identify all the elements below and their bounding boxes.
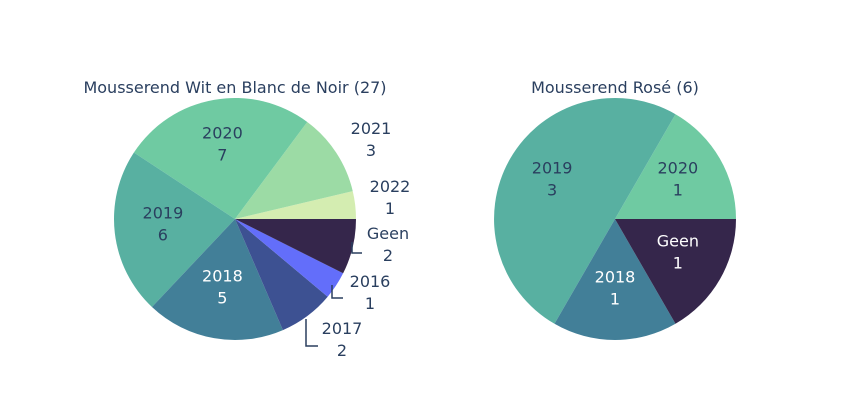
slice-value-2017: 2 (337, 341, 347, 360)
slice-value-2022: 1 (385, 199, 395, 218)
pie-slice-2021[interactable] (235, 121, 353, 219)
pie-slice-2017[interactable] (235, 219, 328, 331)
slice-label-2018: 2018 (202, 266, 243, 285)
pie-slice-2022[interactable] (235, 191, 356, 219)
slice-label-geen: Geen (657, 231, 699, 250)
leader-line-geen (351, 242, 362, 254)
leader-line-2016 (331, 285, 343, 299)
pie-slice-2016[interactable] (235, 219, 344, 297)
pie-left: 2022 1 2021 3 2020 7 2019 6 2018 5 2017 2 2016 1 Geen 2 (113, 97, 411, 360)
chart-title-right: Mousserend Rosé (6) (531, 78, 699, 97)
pie-slice-2018[interactable] (554, 219, 676, 340)
slice-value-2019: 6 (158, 225, 168, 244)
pie-right: 2020 1 2019 3 2018 1 Geen 1 (494, 98, 736, 340)
slice-label-2019: 2019 (143, 203, 184, 222)
pie-slice-2020[interactable] (615, 114, 736, 219)
slice-label-2016: 2016 (350, 272, 391, 291)
chart-title-left: Mousserend Wit en Blanc de Noir (27) (83, 78, 386, 97)
slice-value-2018: 5 (217, 288, 227, 307)
slice-value-geen: 2 (383, 246, 393, 265)
leader-line-2017 (305, 319, 318, 347)
pie-slice-2020[interactable] (133, 97, 308, 219)
slice-label-2021: 2021 (351, 119, 392, 138)
slice-label-2017: 2017 (322, 319, 363, 338)
slice-label-2020: 2020 (202, 124, 243, 143)
slice-value-2018: 1 (610, 290, 620, 309)
slice-value-2021: 3 (366, 141, 376, 160)
slice-label-2018: 2018 (595, 268, 636, 287)
slice-value-2016: 1 (365, 294, 375, 313)
pie-slice-2019[interactable] (494, 98, 676, 324)
slice-value-2020: 1 (673, 181, 683, 200)
pie-slice-2019[interactable] (113, 152, 235, 308)
pie-slice-2018[interactable] (151, 219, 283, 340)
slice-value-geen: 1 (673, 253, 683, 272)
slice-label-2022: 2022 (370, 177, 411, 196)
pie-slice-geen[interactable] (235, 219, 356, 274)
pie-slice-geen[interactable] (615, 219, 736, 324)
slice-label-2020: 2020 (658, 159, 699, 178)
slice-label-2019: 2019 (532, 159, 573, 178)
slice-label-geen: Geen (367, 224, 409, 243)
slice-value-2020: 7 (217, 146, 227, 165)
slice-value-2019: 3 (547, 181, 557, 200)
